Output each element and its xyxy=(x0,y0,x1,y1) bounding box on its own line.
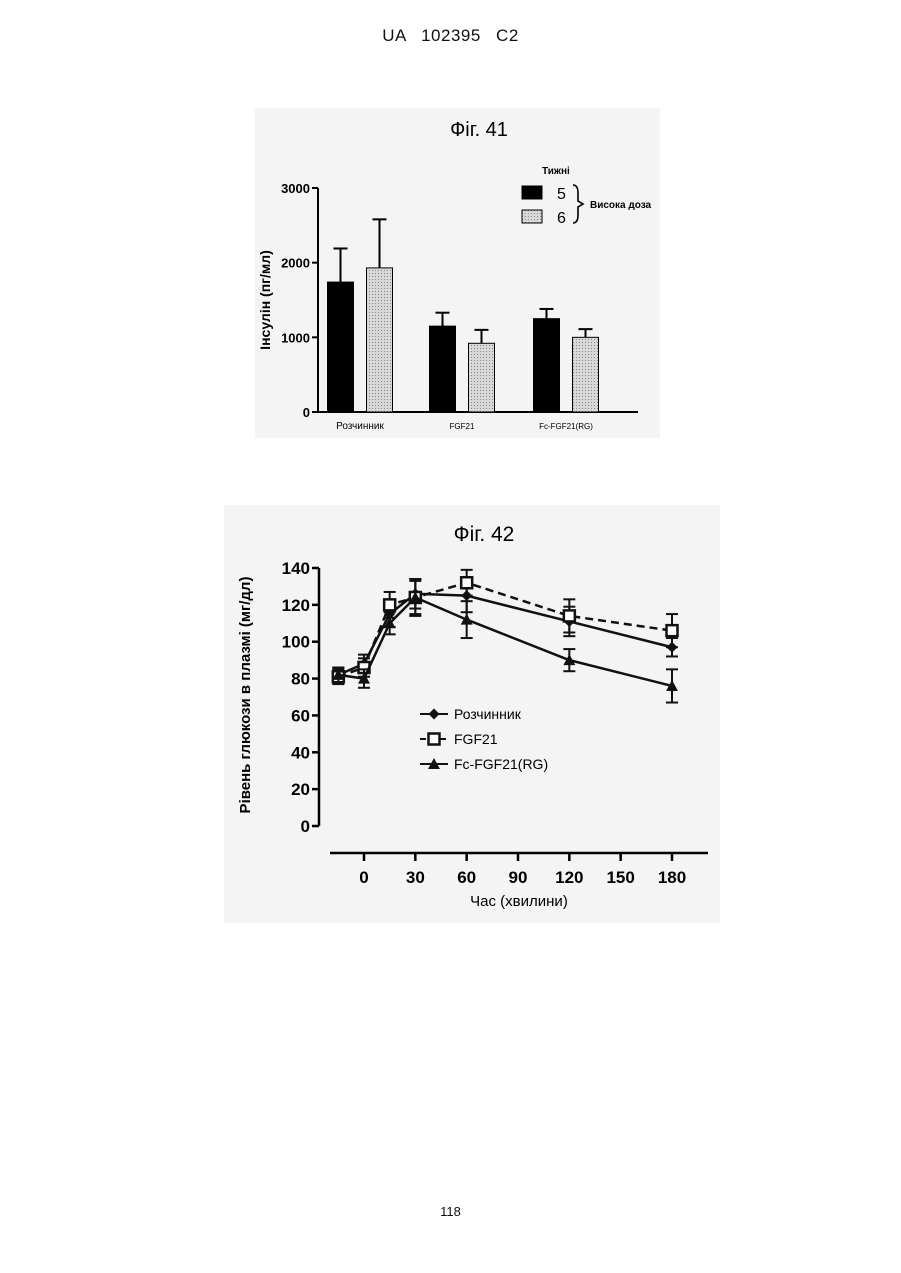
y-tick-label: 100 xyxy=(282,633,310,652)
legend-title: Тижні xyxy=(542,166,570,177)
x-tick-label: 30 xyxy=(406,868,425,887)
legend-label: Розчинник xyxy=(454,706,522,722)
line-chart-svg: Фіг. 42 0 20 40 60 80 100 120 140 Рівень глюкози … xyxy=(224,505,720,923)
x-tick-label: 120 xyxy=(555,868,583,887)
bar xyxy=(469,343,495,412)
bar xyxy=(430,326,456,412)
page-number: 118 xyxy=(0,1204,901,1219)
y-axis-label: Інсулін (пг/мл) xyxy=(257,250,273,350)
y-axis-label: Рівень глюкози в плазмі (мг/дл) xyxy=(237,577,254,814)
x-tick-label: 150 xyxy=(606,868,634,887)
y-tick-label: 140 xyxy=(282,559,310,578)
x-category-label: Розчинник xyxy=(336,421,384,432)
y-tick-label: 1000 xyxy=(281,330,310,345)
marker-diamond xyxy=(429,709,440,720)
bar xyxy=(534,319,560,412)
chart-title: Фіг. 42 xyxy=(454,523,515,546)
x-category-label: FGF21 xyxy=(450,422,475,431)
chart-title: Фіг. 41 xyxy=(450,119,508,141)
marker-open-square xyxy=(384,599,395,610)
marker-open-square xyxy=(429,734,440,745)
marker-open-square xyxy=(564,610,575,621)
legend-label-series-1: 5 xyxy=(557,186,566,203)
series-line xyxy=(338,583,672,677)
x-tick-label: 180 xyxy=(658,868,686,887)
bar xyxy=(573,337,599,412)
y-tick-label: 0 xyxy=(303,405,310,420)
y-tick-label: 40 xyxy=(291,743,310,762)
x-tick-label: 60 xyxy=(457,868,476,887)
legend-label: Fc-FGF21(RG) xyxy=(454,756,548,772)
x-axis-label: Час (хвилини) xyxy=(470,893,568,910)
y-tick-label: 2000 xyxy=(281,256,310,271)
bar xyxy=(328,282,354,412)
x-category-label: Fc-FGF21(RG) xyxy=(539,422,593,431)
y-tick-label: 3000 xyxy=(281,181,310,196)
legend-label-series-2: 6 xyxy=(557,210,566,227)
y-tick-label: 0 xyxy=(301,817,310,836)
legend-label: FGF21 xyxy=(454,731,498,747)
bar xyxy=(367,268,393,412)
marker-open-square xyxy=(667,625,678,636)
y-tick-label: 60 xyxy=(291,706,310,725)
legend-brace xyxy=(573,185,583,223)
x-tick-label: 0 xyxy=(359,868,368,887)
figure-42-line-chart: Фіг. 42 0 20 40 60 80 100 120 140 Рівень глюкози … xyxy=(224,505,720,923)
page-header: UA 102395 C2 xyxy=(0,26,901,46)
y-tick-label: 80 xyxy=(291,670,310,689)
legend-group-label: Висока доза xyxy=(590,200,652,211)
marker-open-square xyxy=(461,577,472,588)
y-tick-label: 20 xyxy=(291,780,310,799)
bar-chart-svg: Фіг. 41 0 1000 2000 3000 Інсулін (пг/мл) Розчи… xyxy=(255,108,660,438)
legend-swatch-series-2 xyxy=(522,210,542,223)
legend-swatch-series-1 xyxy=(522,186,542,199)
y-tick-label: 120 xyxy=(282,596,310,615)
x-tick-label: 90 xyxy=(509,868,528,887)
figure-41-bar-chart: Фіг. 41 0 1000 2000 3000 Інсулін (пг/мл) Розчи… xyxy=(255,108,660,438)
